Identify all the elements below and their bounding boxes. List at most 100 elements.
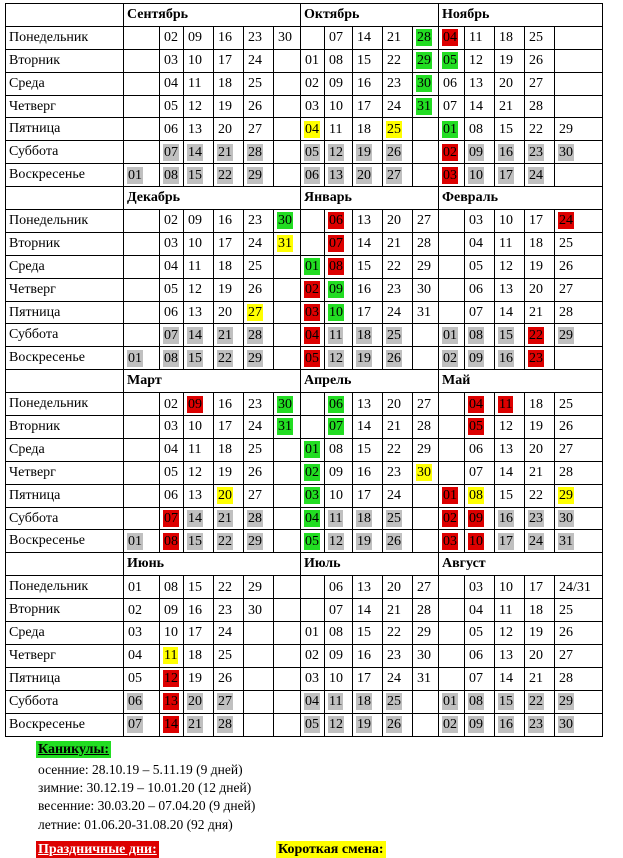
day-cell: 16 <box>352 71 383 96</box>
day-cell: 04 <box>438 25 465 50</box>
day-number: 29 <box>559 121 573 137</box>
weekday-row: Понедельник 02 09 16 23 30 07 14 21 28 04 11 18 25 <box>5 25 603 50</box>
day-cell <box>412 689 439 714</box>
weekday-name: Пятница <box>5 666 124 691</box>
day-number: 15 <box>499 488 513 504</box>
day-number: 06 <box>164 488 178 504</box>
day-number: 11 <box>163 647 179 665</box>
day-number: 17 <box>498 532 514 550</box>
day-cell: 14 <box>352 598 383 623</box>
day-number: 25 <box>386 510 402 528</box>
day-cell: 14 <box>494 460 525 485</box>
day-number: 02 <box>442 143 458 161</box>
day-cell: 27 <box>213 689 244 714</box>
day-number: 11 <box>328 326 344 344</box>
day-cell: 10 <box>464 163 495 188</box>
weekday-row: Пятница 06 13 20 27 03 10 17 24 01 08 15 22 29 <box>5 483 603 508</box>
day-number: 24 <box>528 532 544 550</box>
day-cell: 02 <box>438 506 465 531</box>
day-number: 21 <box>387 602 401 618</box>
day-cell: 01 <box>438 323 465 348</box>
weekday-name: Вторник <box>5 598 124 623</box>
day-cell: 15 <box>183 346 214 371</box>
day-cell: 19 <box>352 140 383 165</box>
month-header-row: Декабрь Январь Февраль <box>5 186 603 211</box>
day-number: 25 <box>248 442 262 458</box>
day-cell <box>123 231 160 256</box>
day-cell <box>412 712 439 737</box>
day-number: 07 <box>469 305 483 321</box>
day-number: 26 <box>529 53 543 69</box>
day-cell: 01 <box>438 689 465 714</box>
day-cell: 29 <box>243 163 274 188</box>
day-number: 24 <box>387 671 401 687</box>
day-number: 30 <box>558 143 574 161</box>
day-cell: 24 <box>554 209 603 233</box>
day-cell: 07 <box>438 94 465 119</box>
day-cell: 25 <box>243 254 274 279</box>
day-cell: 10 <box>494 575 525 600</box>
weekday-row: Среда 03 10 17 24 01 08 15 22 29 05 12 19 26 <box>5 621 603 645</box>
weekday-row: Четверг 04 11 18 25 02 09 16 23 30 06 13 20 27 <box>5 643 603 668</box>
day-number: 15 <box>357 259 371 275</box>
day-number: 21 <box>499 99 513 114</box>
day-cell <box>273 140 301 165</box>
day-number: 01 <box>127 166 143 184</box>
month-header-row: Март Апрель Май <box>5 369 603 394</box>
day-cell: 15 <box>352 437 383 462</box>
day-number: 11 <box>188 76 202 92</box>
header-corner-cell <box>5 552 124 577</box>
day-number: 23 <box>248 30 262 46</box>
day-number: 05 <box>469 259 483 275</box>
day-number: 12 <box>188 99 202 114</box>
day-number: 19 <box>218 282 232 298</box>
day-number: 24/31 <box>559 579 591 595</box>
day-cell <box>273 529 301 554</box>
day-number: 21 <box>217 143 233 161</box>
day-number: 17 <box>188 625 202 641</box>
day-cell: 23 <box>382 643 413 668</box>
day-number: 19 <box>356 532 372 550</box>
weekday-name: Воскресенье <box>5 163 124 188</box>
day-number: 27 <box>217 693 233 711</box>
day-number: 27 <box>559 648 573 664</box>
day-number: 24 <box>387 305 401 321</box>
day-cell: 30 <box>273 392 301 417</box>
day-cell: 30 <box>554 506 603 531</box>
day-number: 12 <box>188 282 202 298</box>
day-number: 09 <box>188 213 202 229</box>
day-number: 12 <box>499 259 513 275</box>
day-cell: 04 <box>159 254 184 279</box>
day-number: 17 <box>357 99 371 114</box>
day-number: 29 <box>247 166 263 184</box>
day-cell <box>243 689 274 714</box>
day-cell: 09 <box>324 71 353 96</box>
day-number: 03 <box>304 304 320 322</box>
day-cell: 18 <box>213 254 244 279</box>
day-cell <box>123 460 160 485</box>
header-corner-cell <box>5 369 124 394</box>
day-cell: 17 <box>183 621 214 645</box>
day-cell: 10 <box>183 415 214 439</box>
day-number: 06 <box>328 395 344 413</box>
day-cell: 24 <box>243 415 274 439</box>
day-number: 22 <box>387 259 401 275</box>
day-cell: 14 <box>352 415 383 439</box>
day-cell: 03 <box>159 48 184 73</box>
day-cell: 20 <box>213 300 244 325</box>
month-name: Декабрь <box>123 186 301 211</box>
day-cell: 11 <box>183 254 214 279</box>
day-cell: 13 <box>352 392 383 417</box>
day-cell: 05 <box>300 712 325 737</box>
day-number: 12 <box>469 53 483 69</box>
day-cell: 03 <box>464 209 495 233</box>
day-cell: 22 <box>524 483 555 508</box>
day-cell: 06 <box>324 209 353 233</box>
day-cell: 05 <box>464 415 495 439</box>
day-number: 24 <box>387 488 401 504</box>
day-cell <box>273 689 301 714</box>
day-cell: 18 <box>524 392 555 417</box>
day-number: 01 <box>305 625 319 641</box>
day-number: 20 <box>218 305 232 321</box>
day-number: 05 <box>304 349 320 367</box>
